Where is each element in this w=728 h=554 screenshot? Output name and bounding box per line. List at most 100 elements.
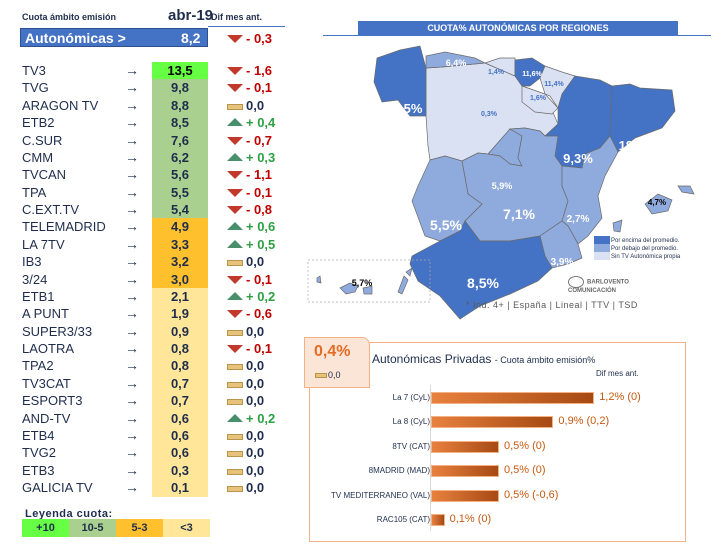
- channel-name: ETB3: [22, 462, 55, 478]
- share-value: 7,6: [152, 131, 208, 149]
- bar: [431, 514, 445, 526]
- channel-name: TV3CAT: [22, 375, 71, 391]
- privadas-title-text: Autonómicas Privadas: [372, 352, 492, 366]
- table-row: AND-TV → 0,6 + 0,2: [20, 409, 280, 427]
- arrow-right-icon: →: [125, 305, 139, 322]
- trend-flat-icon: [227, 433, 243, 440]
- channel-name: ETB2: [22, 115, 55, 131]
- channel-name: ETB1: [22, 288, 55, 304]
- table-row: TVG2 → 0,6 0,0: [20, 444, 280, 462]
- dif-value: - 0,1: [246, 80, 273, 96]
- bar-data-label: 0,5% (0): [504, 464, 546, 477]
- share-value: 5,6: [152, 166, 208, 184]
- channel-name: TVCAN: [22, 167, 67, 183]
- autonomicas-dif: - 0,3: [20, 30, 280, 47]
- privadas-panel: [309, 342, 686, 542]
- privadas-subtitle: - Cuota ámbito emisión%: [494, 355, 596, 365]
- privadas-total-dif: 0,0: [328, 370, 341, 380]
- legend-item: +10: [22, 519, 69, 537]
- channel-name: 3/24: [22, 271, 48, 287]
- share-value: 0,6: [152, 444, 208, 462]
- bar-category-label: RAC105 (CAT): [376, 515, 430, 524]
- share-value: 0,1: [152, 479, 208, 497]
- table-row: TPA → 5,5 - 0,1: [20, 183, 280, 202]
- trend-down-icon: [227, 84, 243, 93]
- arrow-right-icon: →: [125, 287, 139, 304]
- dif-value: - 0,1: [246, 184, 273, 200]
- share-value: 5,4: [152, 201, 208, 219]
- region-baleares: [644, 193, 673, 215]
- dif-value: + 0,6: [246, 219, 276, 235]
- arrow-right-icon: →: [125, 444, 139, 461]
- dif-value: + 0,4: [246, 115, 276, 131]
- arrow-right-icon: →: [125, 426, 139, 443]
- region-label: 4,7%: [648, 198, 666, 207]
- share-value: 4,9: [152, 218, 208, 236]
- trend-down-icon: [227, 35, 243, 43]
- map-legend: Por encima del promedio. Por debajo del p…: [594, 236, 681, 260]
- map-legend-label: Sin TV Autonómica propia: [611, 254, 681, 260]
- channel-name: AND-TV: [22, 410, 71, 426]
- legend-item: 10-5: [69, 519, 116, 537]
- bar-data-label: 0,9% (0,2): [558, 415, 610, 428]
- bar: [431, 465, 499, 478]
- dif-value: 0,0: [246, 393, 265, 409]
- table-row: TVCAN → 5,6 - 1,1: [20, 166, 280, 184]
- trend-flat-icon: [227, 399, 243, 406]
- share-value: 5,5: [152, 183, 208, 202]
- bar: [431, 392, 595, 404]
- region-label: 11,6%: [522, 71, 542, 78]
- table-row: GALICIA TV → 0,1 0,0: [20, 479, 280, 497]
- arrow-right-icon: →: [125, 409, 139, 426]
- channel-name: CMM: [22, 149, 54, 165]
- bar-data-label: 1,2% (0): [599, 391, 641, 403]
- region-ibiza: [612, 219, 623, 233]
- dif-value: 0,0: [246, 375, 265, 391]
- trend-up-icon: [227, 222, 243, 231]
- table-row: CMM → 6,2 + 0,3: [20, 148, 280, 167]
- region-label: 5,5%: [430, 217, 462, 233]
- region-label: 10,5%: [386, 101, 423, 116]
- region-valencia: [561, 135, 619, 245]
- divider: [208, 26, 285, 27]
- channel-name: SUPER3/33: [22, 323, 93, 339]
- region-label: 8,5%: [467, 275, 499, 291]
- legend-title: Leyenda cuota:: [25, 508, 113, 520]
- table-row: C.EXT.TV → 5,4 - 0,8: [20, 201, 280, 219]
- share-value: 0,7: [152, 374, 208, 393]
- dif-value: - 1,6: [246, 63, 273, 78]
- region-canarias: [339, 282, 359, 295]
- barlovento-logo: BARLOVENTO COMUNICACIÓN: [568, 276, 648, 294]
- trend-flat-icon: [227, 451, 243, 458]
- arrow-right-icon: →: [125, 374, 139, 391]
- region-pais-vasco: [514, 57, 546, 87]
- arrow-right-icon: →: [125, 114, 139, 131]
- share-value: 1,9: [152, 305, 208, 323]
- region-label: 2,7%: [567, 214, 590, 225]
- bar: [431, 440, 499, 453]
- region-label: 18,5%: [619, 138, 656, 153]
- dif-value: - 0,8: [246, 202, 273, 218]
- channel-name: C.EXT.TV: [22, 202, 80, 218]
- dif-value: - 0,6: [246, 306, 273, 322]
- share-value: 0,6: [152, 426, 208, 445]
- table-row: LA 7TV → 3,3 + 0,5: [20, 235, 280, 254]
- privadas-total: 0,4%: [314, 343, 351, 360]
- arrow-right-icon: →: [125, 235, 139, 252]
- table-row: ESPORT3 → 0,7 0,0: [20, 392, 280, 410]
- arrow-right-icon: →: [125, 96, 139, 113]
- spain-map: 10,5% 6,4% 1,4% 11,6%11,4% 1,6% 0,3% 9,3% 18,5%…: [307, 45, 695, 320]
- dif-value: 0,0: [246, 323, 265, 339]
- trend-flat-icon: [227, 486, 243, 493]
- trend-down-icon: [227, 275, 243, 284]
- share-value: 0,8: [152, 357, 208, 375]
- logo-text: BARLOVENTO COMUNICACIÓN: [568, 279, 629, 294]
- trend-up-icon: [227, 239, 243, 248]
- share-value: 3,3: [152, 235, 208, 254]
- arrow-right-icon: →: [125, 357, 139, 374]
- dif-value: 0,0: [246, 462, 265, 478]
- bar-category-label: 8TV (CAT): [392, 441, 430, 451]
- trend-up-icon: [227, 118, 243, 127]
- arrow-right-icon: →: [125, 218, 139, 235]
- dif-value: 0,0: [246, 254, 265, 270]
